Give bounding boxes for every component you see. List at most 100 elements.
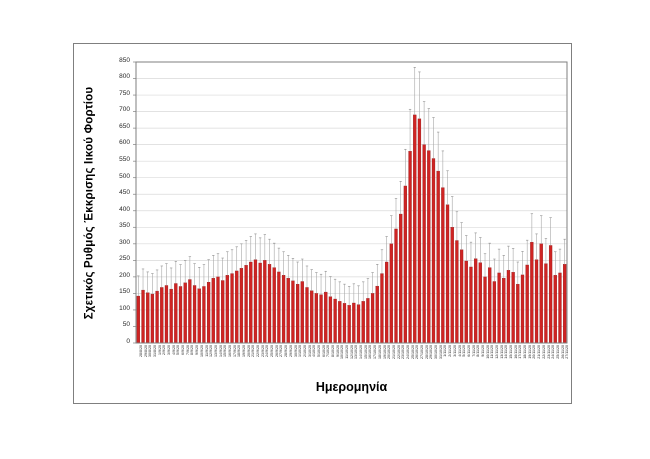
bar xyxy=(169,288,173,344)
bar xyxy=(464,260,468,344)
bar xyxy=(263,260,267,344)
bar xyxy=(188,279,192,344)
bar xyxy=(258,262,262,344)
bar xyxy=(422,144,426,344)
x-tick-label: 2/10/20 xyxy=(302,345,307,357)
bar xyxy=(417,118,422,344)
bar xyxy=(155,290,159,344)
bar xyxy=(558,272,562,344)
bar xyxy=(319,294,323,344)
bar xyxy=(520,274,525,344)
bar xyxy=(436,170,440,344)
bar xyxy=(328,296,333,344)
bar xyxy=(314,293,318,344)
bar xyxy=(310,290,314,344)
bar xyxy=(366,298,370,344)
bar xyxy=(431,158,436,344)
y-axis-title: Σχετικός Ρυθμός Έκκρισης Ιικού Φορτίου xyxy=(78,62,100,343)
bar xyxy=(563,264,567,344)
y-tick-label: 200 xyxy=(119,271,130,279)
y-tick-label: 350 xyxy=(119,222,130,230)
bar xyxy=(488,267,492,344)
bar xyxy=(216,276,220,344)
y-tick-label: 550 xyxy=(119,155,130,163)
bar xyxy=(474,258,478,344)
bar xyxy=(483,276,487,344)
bar xyxy=(427,150,431,344)
y-tick-label: 150 xyxy=(119,288,130,296)
x-tick-label: 6/11/20 xyxy=(466,345,471,357)
bar xyxy=(375,285,379,344)
bar xyxy=(253,259,258,344)
bar xyxy=(281,275,286,344)
x-tick-label: 22/11/20 xyxy=(541,345,546,359)
bar xyxy=(506,270,511,344)
bar xyxy=(160,287,164,344)
x-axis-tick-labels: 28/8/20 29/8/20 30/8/20 31/8/20 1/9/20 2/9/20… xyxy=(136,345,570,377)
bar xyxy=(141,289,145,344)
bar xyxy=(356,304,361,344)
bar xyxy=(370,293,375,344)
bar xyxy=(403,185,407,344)
bar xyxy=(338,301,342,344)
bar xyxy=(361,301,365,344)
x-tick-label: 25/11/20 xyxy=(555,345,560,359)
x-tick-label: 3/11/20 xyxy=(452,345,457,357)
x-tick-label: 27/11/20 xyxy=(565,345,570,359)
bar xyxy=(230,273,234,344)
x-tick-label: 21/10/20 xyxy=(391,345,396,359)
bar xyxy=(525,264,529,344)
bar xyxy=(497,272,501,344)
bar xyxy=(324,291,328,344)
bar xyxy=(211,278,215,344)
plot-border xyxy=(135,61,568,344)
y-tick-label: 300 xyxy=(119,238,130,246)
bar xyxy=(399,213,403,344)
bar xyxy=(516,283,520,344)
y-tick-label: 850 xyxy=(119,56,130,64)
bar xyxy=(534,259,539,344)
bar xyxy=(342,303,347,344)
bar xyxy=(347,305,351,344)
bar xyxy=(267,264,272,344)
bar xyxy=(286,278,290,344)
bar xyxy=(150,293,155,344)
bar xyxy=(206,281,211,344)
y-tick-label: 100 xyxy=(119,304,130,312)
bar xyxy=(413,114,417,344)
bar xyxy=(544,263,548,344)
bar xyxy=(197,288,201,344)
bar xyxy=(450,227,454,344)
bar xyxy=(249,261,253,344)
y-tick-label: 750 xyxy=(119,89,130,97)
bar xyxy=(530,241,534,344)
y-tick-label: 800 xyxy=(119,73,130,81)
bar xyxy=(291,280,295,344)
bar xyxy=(202,286,206,344)
bar xyxy=(385,261,389,344)
x-tick-label: 29/9/20 xyxy=(288,345,293,357)
bar xyxy=(441,187,445,344)
y-tick-label: 450 xyxy=(119,189,130,197)
y-tick-label: 0 xyxy=(126,337,130,345)
bar xyxy=(305,287,309,344)
bar xyxy=(455,240,459,344)
bar xyxy=(235,270,239,344)
x-axis-title: Ημερομηνία xyxy=(315,380,388,394)
bar xyxy=(445,204,450,344)
bar xyxy=(459,249,464,344)
bar xyxy=(553,275,557,344)
x-tick-label: 10/9/20 xyxy=(199,345,204,357)
bar-chart-plot xyxy=(133,61,568,344)
bar xyxy=(239,268,244,344)
x-tick-label: 9/11/20 xyxy=(480,345,485,357)
bar xyxy=(539,243,543,344)
bar xyxy=(183,282,187,344)
x-tick-label: 28/8/20 xyxy=(138,345,143,357)
bar xyxy=(296,283,300,344)
bar xyxy=(225,275,229,344)
bar xyxy=(389,243,393,344)
x-tick-label: 18/10/20 xyxy=(377,345,382,359)
bar xyxy=(174,283,178,344)
chart-outer-frame xyxy=(73,43,572,404)
